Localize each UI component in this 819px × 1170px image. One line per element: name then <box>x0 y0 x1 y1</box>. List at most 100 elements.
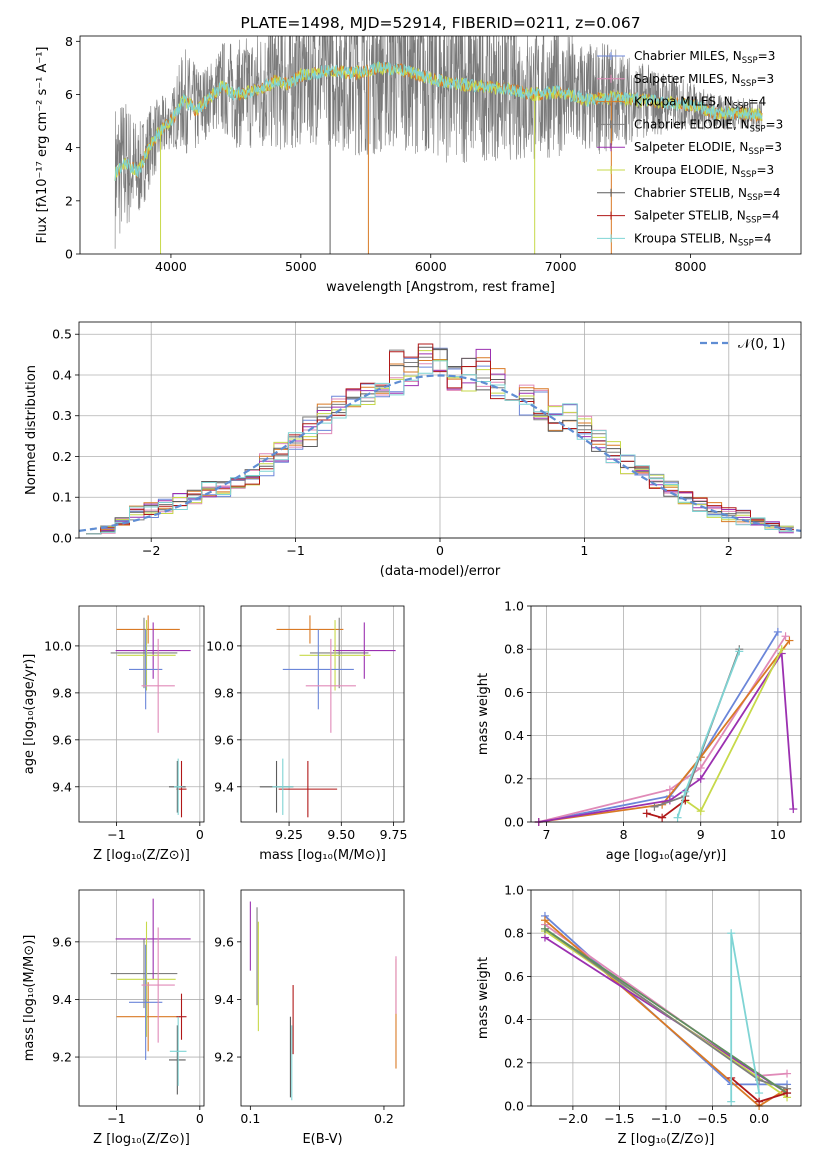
legend-label: Salpeter ELODIE, NSSP=3 <box>634 140 782 157</box>
observed-spectrum-line <box>114 36 763 249</box>
plot-area <box>534 627 798 826</box>
x-axis-label: Z [log₁₀(Z/Z⊙)] <box>93 848 190 863</box>
x-tick-label: 8000 <box>675 259 707 274</box>
y-tick-label: 9.6 <box>214 934 234 949</box>
y-tick-label: 9.2 <box>214 1050 234 1065</box>
y-tick-label: 9.2 <box>52 1050 72 1065</box>
y-tick-label: 0.6 <box>504 685 524 700</box>
y-tick-label: 0.4 <box>52 367 72 382</box>
axes-frame <box>79 35 802 255</box>
y-tick-label: 9.4 <box>214 992 234 1007</box>
x-tick-label: 9.25 <box>275 827 303 842</box>
x-tick-label: 2 <box>725 543 733 558</box>
y-tick-label: 0 <box>65 247 73 262</box>
x-axis-label: Z [log₁₀(Z/Z⊙)] <box>93 1132 190 1147</box>
legend-label: 𝒩(0, 1) <box>738 337 785 352</box>
y-tick-label: 10.0 <box>206 638 234 653</box>
x-tick-label: 0 <box>196 827 204 842</box>
y-tick-label: 0.4 <box>504 1012 524 1027</box>
x-tick-label: 7000 <box>545 259 577 274</box>
y-tick-label: 1.0 <box>504 599 524 614</box>
y-tick-label: 0.2 <box>504 771 524 786</box>
y-tick-label: 0.2 <box>52 449 72 464</box>
legend-label: Salpeter STELIB, NSSP=4 <box>634 209 779 226</box>
mass-weight-line <box>544 928 788 1094</box>
y-tick-label: 0.6 <box>504 969 524 984</box>
mass-weight-line <box>684 648 783 813</box>
legend-label: Kroupa MILES, NSSP=4 <box>634 95 766 112</box>
y-tick-label: 9.6 <box>214 732 234 747</box>
y-tick-label: 1.0 <box>504 883 524 898</box>
mass-weight-line <box>538 635 787 823</box>
x-tick-label: 0 <box>436 543 444 558</box>
axes-1: −2 −1 0 1 2 0.0 0.1 0.2 0.3 0.4 0.5 (data-model)/er… <box>24 321 802 579</box>
mass-weight-line <box>538 640 791 823</box>
normal-curve-line <box>79 374 801 532</box>
axes-3: 9.25 9.50 9.75 9.4 9.6 9.8 10.0 mass [log₁₀(M/M… <box>206 605 407 863</box>
residual-histogram-line <box>86 360 794 535</box>
y-tick-label: 0.2 <box>504 1055 524 1070</box>
y-tick-label: 9.6 <box>52 934 72 949</box>
x-tick-label: 0 <box>196 1111 204 1126</box>
residual-histogram-line <box>86 347 794 535</box>
y-tick-label: 4 <box>65 140 73 155</box>
legend-label: Chabrier STELIB, NSSP=4 <box>634 186 781 203</box>
x-tick-label: 6000 <box>415 259 447 274</box>
plot-area <box>79 343 801 535</box>
y-tick-label: 8 <box>65 34 73 49</box>
axes-frame <box>240 889 405 1107</box>
y-tick-label: 9.4 <box>52 992 72 1007</box>
axes-frame <box>530 605 802 823</box>
y-tick-label: 9.4 <box>214 779 234 794</box>
x-tick-label: −1.0 <box>651 1111 681 1126</box>
y-tick-label: 10.0 <box>44 638 72 653</box>
model-spectrum-line <box>114 61 763 181</box>
axes-frame <box>78 889 205 1107</box>
x-tick-label: 10 <box>770 827 786 842</box>
residual-histogram-line <box>86 357 794 535</box>
y-axis-label: age [log₁₀(age/yr)] <box>22 654 37 775</box>
y-tick-label: 0.4 <box>504 728 524 743</box>
x-axis-label: age [log₁₀(age/yr)] <box>606 848 727 863</box>
x-tick-label: −1 <box>286 543 304 558</box>
y-tick-label: 6 <box>65 87 73 102</box>
plot-area <box>110 615 191 818</box>
x-tick-label: −0.5 <box>697 1111 727 1126</box>
y-tick-label: 9.6 <box>52 732 72 747</box>
axes-5: −1 0 9.2 9.4 9.6 Z [log₁₀(Z/Z⊙)] mass [log₁₀(M… <box>22 889 205 1147</box>
x-tick-label: −1 <box>107 1111 125 1126</box>
y-tick-label: 0.1 <box>52 490 72 505</box>
x-tick-label: 9 <box>697 827 705 842</box>
legend-label: Chabrier ELODIE, NSSP=3 <box>634 117 783 134</box>
y-axis-label: Flux [fλ10⁻¹⁷ erg cm⁻² s⁻¹ A⁻¹] <box>35 47 50 244</box>
legend-label: Chabrier MILES, NSSP=3 <box>634 49 775 66</box>
y-tick-label: 0.0 <box>504 815 524 830</box>
residual-histogram-line <box>86 343 794 535</box>
plot-area <box>110 898 191 1095</box>
x-axis-label: (data-model)/error <box>380 564 501 579</box>
y-axis-label: Normed distribution <box>24 365 39 495</box>
y-tick-label: 9.8 <box>52 685 72 700</box>
axes-frame <box>78 605 205 823</box>
legend-label: Salpeter MILES, NSSP=3 <box>634 72 774 89</box>
x-axis-label: E(B-V) <box>302 1132 342 1147</box>
x-tick-label: 9.50 <box>327 827 355 842</box>
y-tick-label: 0.8 <box>504 642 524 657</box>
y-tick-label: 0.3 <box>52 408 72 423</box>
y-tick-label: 0.0 <box>504 1099 524 1114</box>
y-axis-label: mass weight <box>476 957 491 1039</box>
x-axis-label: mass [log₁₀(M/M⊙)] <box>259 848 386 863</box>
x-tick-label: 0.0 <box>749 1111 769 1126</box>
x-tick-label: 5000 <box>285 259 317 274</box>
x-tick-label: 0.2 <box>374 1111 394 1126</box>
plot-area <box>114 36 763 254</box>
y-tick-label: 2 <box>65 193 73 208</box>
plot-area <box>540 911 792 1110</box>
axes-6: 0.1 0.2 9.2 9.4 9.6 E(B-V) <box>214 889 405 1147</box>
x-axis-label: Z [log₁₀(Z/Z⊙)] <box>618 1132 715 1147</box>
x-tick-label: 1 <box>580 543 588 558</box>
residual-histogram-line <box>86 350 794 535</box>
y-tick-label: 0.0 <box>52 531 72 546</box>
axes-frame <box>530 889 802 1107</box>
